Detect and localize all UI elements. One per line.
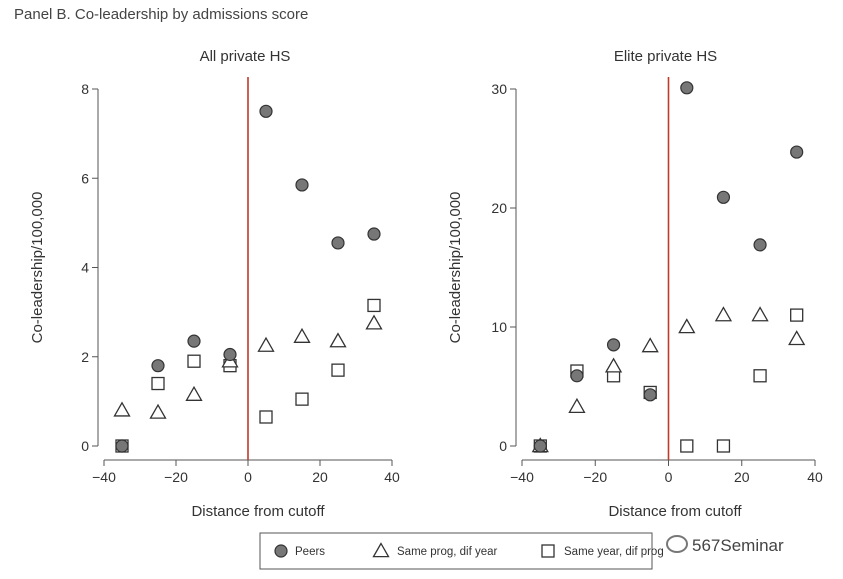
x-tick-label: 20 xyxy=(734,469,750,485)
y-axis-label: Co-leadership/100,000 xyxy=(29,192,46,344)
data-point-peers xyxy=(151,359,165,373)
x-axis-label: Distance from cutoff xyxy=(191,503,325,520)
data-point-same-prog-dif-year xyxy=(329,332,347,348)
chart-all-private-hs: All private HS 0 2 4 6 8 −40 −20 0 20 40 Distance f… xyxy=(29,48,400,520)
x-tick-label: 20 xyxy=(312,469,328,485)
x-tick-label: 40 xyxy=(807,469,823,485)
y-tick-label: 2 xyxy=(81,349,89,365)
wechat-icon xyxy=(666,535,688,553)
x-tick-label: −40 xyxy=(510,469,534,485)
legend-label: Peers xyxy=(295,546,325,558)
legend: Peers Same prog, dif year Same year, dif p… xyxy=(259,532,664,570)
data-point-peers xyxy=(223,347,237,362)
data-point-same-year-dif-prog xyxy=(753,369,767,383)
legend-label: Same prog, dif year xyxy=(397,546,498,558)
data-point-peers xyxy=(790,145,804,159)
x-tick-label: 0 xyxy=(665,469,673,485)
watermark: 567Seminar xyxy=(666,535,784,556)
data-point-same-year-dif-prog xyxy=(680,439,694,453)
data-point-peers xyxy=(331,236,345,250)
data-point-peers xyxy=(606,338,621,352)
y-tick-label: 0 xyxy=(499,438,507,454)
data-point-same-year-dif-prog xyxy=(151,376,165,391)
data-point-same-year-dif-prog xyxy=(367,298,381,313)
data-point-same-prog-dif-year xyxy=(714,306,733,322)
legend-marker-square xyxy=(541,544,555,558)
data-point-same-year-dif-prog xyxy=(187,354,201,368)
chart-title: Elite private HS xyxy=(614,48,717,65)
x-tick-label: 40 xyxy=(384,469,400,485)
data-point-same-year-dif-prog xyxy=(331,363,345,377)
data-point-same-prog-dif-year xyxy=(604,357,623,373)
data-point-same-prog-dif-year xyxy=(365,314,383,330)
watermark-text: 567Seminar xyxy=(692,536,784,555)
data-point-peers xyxy=(533,439,547,453)
legend-box xyxy=(259,532,653,570)
legend-marker-circle xyxy=(274,544,288,558)
x-tick-label: 0 xyxy=(244,469,252,485)
data-point-same-prog-dif-year xyxy=(293,327,311,343)
y-tick-label: 0 xyxy=(81,438,89,454)
y-tick-label: 8 xyxy=(81,81,89,97)
data-point-peers xyxy=(570,369,584,383)
data-point-peers xyxy=(295,178,309,192)
data-point-peers xyxy=(753,238,767,252)
chart-title: All private HS xyxy=(200,48,291,65)
x-tick-label: −20 xyxy=(583,469,607,485)
panel-title: Panel B. Co-leadership by admissions sco… xyxy=(14,6,309,23)
y-tick-label: 30 xyxy=(491,81,507,97)
data-point-same-year-dif-prog xyxy=(295,392,309,406)
data-point-same-prog-dif-year xyxy=(751,306,769,322)
data-point-same-prog-dif-year xyxy=(788,330,806,346)
data-point-same-prog-dif-year xyxy=(185,385,203,401)
data-point-same-prog-dif-year xyxy=(257,336,275,352)
data-point-peers xyxy=(716,190,731,204)
y-tick-label: 20 xyxy=(491,200,507,216)
legend-marker-triangle xyxy=(372,542,390,558)
data-point-peers xyxy=(259,104,273,118)
x-tick-label: −20 xyxy=(164,469,188,485)
data-point-same-prog-dif-year xyxy=(568,397,586,414)
y-tick-label: 4 xyxy=(81,260,89,276)
data-point-same-prog-dif-year xyxy=(641,337,659,353)
data-point-peers xyxy=(187,334,201,348)
data-point-same-year-dif-prog xyxy=(259,410,273,424)
data-point-peers xyxy=(680,81,694,95)
y-axis-label: Co-leadership/100,000 xyxy=(447,192,464,344)
data-point-same-prog-dif-year xyxy=(149,403,167,419)
data-point-same-prog-dif-year xyxy=(113,401,131,417)
data-point-peers xyxy=(643,388,657,402)
data-point-peers xyxy=(115,439,129,453)
x-axis-label: Distance from cutoff xyxy=(608,503,742,520)
data-point-same-year-dif-prog xyxy=(790,308,804,322)
x-tick-label: −40 xyxy=(92,469,116,485)
legend-label: Same year, dif prog xyxy=(564,546,664,558)
y-tick-label: 10 xyxy=(491,319,507,335)
y-tick-label: 6 xyxy=(81,170,89,186)
data-point-same-prog-dif-year xyxy=(678,318,696,334)
data-point-peers xyxy=(367,227,381,241)
chart-elite-private-hs: Elite private HS 0 10 20 30 −40 −20 0 20 40 Distan… xyxy=(447,48,823,520)
data-point-same-year-dif-prog xyxy=(716,439,731,453)
